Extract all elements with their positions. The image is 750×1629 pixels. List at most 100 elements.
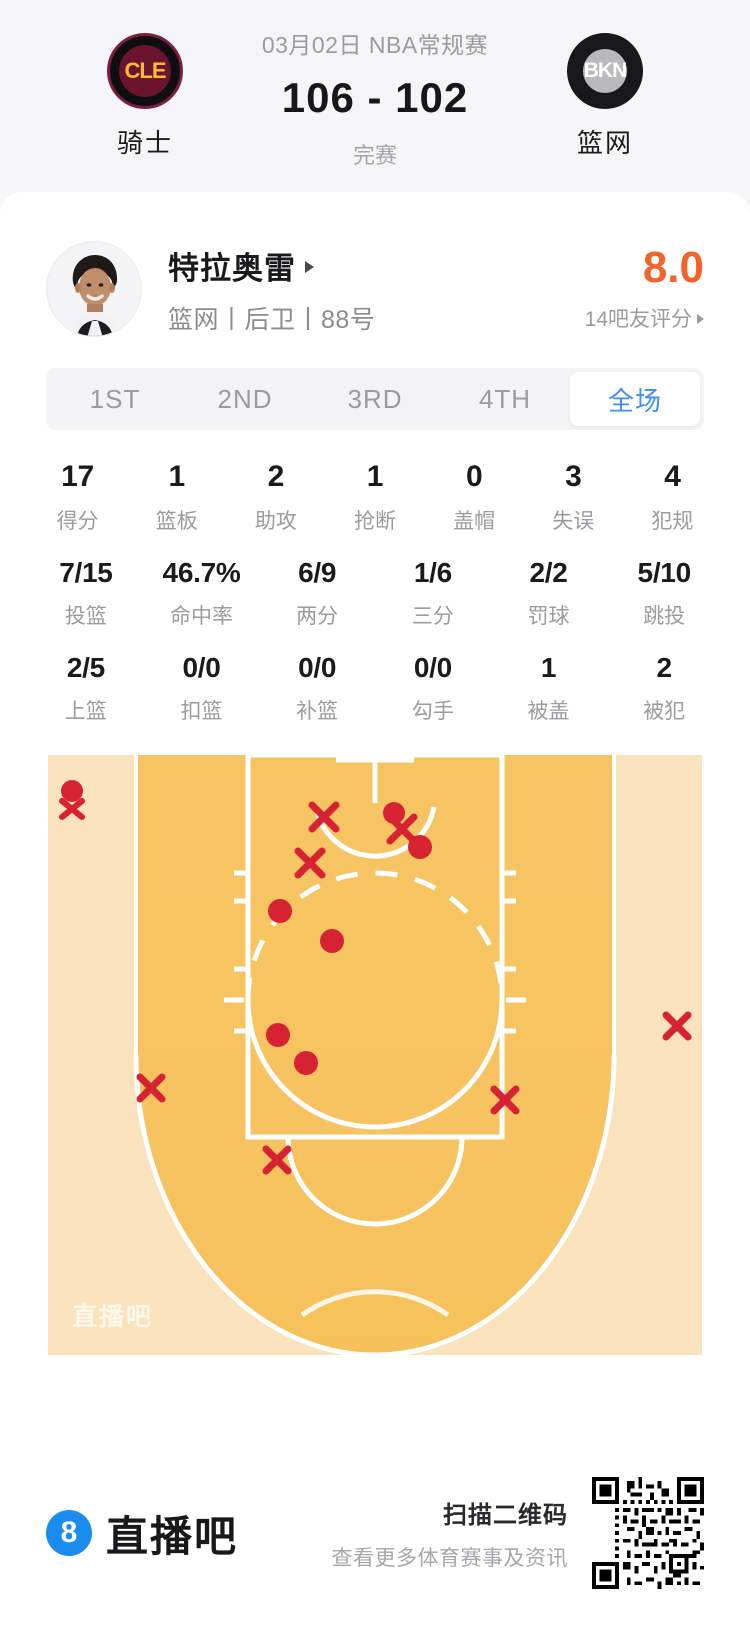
tab-4th[interactable]: 4TH <box>478 383 532 414</box>
stat-value: 1 <box>540 652 557 683</box>
stat-fouls-drawn: 2 被犯 <box>606 652 722 725</box>
chevron-right-icon <box>305 261 314 273</box>
stat-value: 2/2 <box>529 557 568 588</box>
player-header: 特拉奥雷 篮网丨后卫丨88号 8.0 14吧友评分 <box>0 192 750 344</box>
court-watermark: 直播吧 <box>72 1303 154 1331</box>
qr-section: 扫描二维码 查看更多体育赛事及资讯 <box>332 1477 704 1589</box>
stat-label: 失误 <box>552 510 595 533</box>
stat-label: 抢断 <box>353 510 396 533</box>
stat-label: 投篮 <box>64 605 107 628</box>
stat-value: 17 <box>61 460 94 493</box>
stat-assists: 2 助攻 <box>226 460 325 535</box>
stat-dunks: 0/0 扣篮 <box>144 652 260 725</box>
away-team-name: 篮网 <box>576 127 633 158</box>
player-meta: 篮网丨后卫丨88号 <box>168 305 376 334</box>
stat-label: 上篮 <box>64 700 107 723</box>
stat-value: 2/5 <box>66 652 105 683</box>
stat-putbacks: 0/0 补篮 <box>259 652 375 725</box>
tab-2nd[interactable]: 2ND <box>217 383 273 414</box>
stat-label: 补篮 <box>296 700 339 723</box>
stat-label: 助攻 <box>254 510 297 533</box>
stats-row-shooting: 7/15 投篮 46.7% 命中率 6/9 两分 1/6 三分 2/2 罚球 5… <box>0 557 750 630</box>
stat-label: 犯规 <box>651 510 694 533</box>
stat-value: 1 <box>366 460 384 493</box>
stat-label: 勾手 <box>411 700 454 723</box>
stat-value: 3 <box>565 460 582 493</box>
stat-shots-blocked: 1 被盖 <box>491 652 607 725</box>
brand-badge-icon: 8 <box>46 1510 92 1556</box>
stat-value: 0 <box>465 460 483 493</box>
tab-1st[interactable]: 1ST <box>89 383 141 414</box>
stat-value: 6/9 <box>298 557 337 588</box>
stat-label: 得分 <box>56 510 99 533</box>
stat-label: 命中率 <box>170 605 233 628</box>
rating-value: 8.0 <box>642 242 704 292</box>
stat-layups: 2/5 上篮 <box>28 652 144 725</box>
tab-3rd[interactable]: 3RD <box>347 383 403 414</box>
footer-bar: 8 直播吧 扫描二维码 查看更多体育赛事及资讯 <box>0 1437 750 1629</box>
stat-label: 扣篮 <box>180 700 223 723</box>
stat-hook-shots: 0/0 勾手 <box>375 652 491 725</box>
stat-value: 2 <box>656 652 673 683</box>
stat-value: 1/6 <box>413 557 452 588</box>
rating-block[interactable]: 8.0 14吧友评分 <box>585 242 704 333</box>
player-name-row[interactable]: 特拉奥雷 <box>168 243 585 288</box>
match-score: 106 - 102 <box>281 74 469 121</box>
rating-label: 14吧友评分 <box>584 307 692 331</box>
stat-turnovers: 3 失误 <box>524 460 623 535</box>
player-info: 特拉奥雷 篮网丨后卫丨88号 <box>168 243 585 336</box>
tab-full-game[interactable]: 全场 <box>570 372 700 426</box>
qr-code-icon[interactable] <box>592 1477 704 1589</box>
cavaliers-logo-icon: CLE <box>107 32 183 109</box>
player-name: 特拉奥雷 <box>168 250 296 286</box>
match-meta: 03月02日 NBA常规赛 <box>261 32 489 58</box>
stat-value: 0/0 <box>298 652 337 683</box>
stat-label: 罚球 <box>527 605 570 628</box>
stat-blocks: 0 盖帽 <box>425 460 524 535</box>
stats-row-basic: 17 得分 1 篮板 2 助攻 1 抢断 0 盖帽 3 失误 4 犯规 <box>0 460 750 535</box>
stat-two-pointers: 6/9 两分 <box>259 557 375 630</box>
stat-free-throws: 2/2 罚球 <box>491 557 607 630</box>
stat-label: 被盖 <box>527 700 570 723</box>
period-tabs[interactable]: 1ST 2ND 3RD 4TH 全场 <box>46 368 704 430</box>
scoreboard-header: CLE 骑士 03月02日 NBA常规赛 106 - 102 完赛 BKN 篮网 <box>0 0 750 192</box>
stat-jump-shots: 5/10 跳投 <box>606 557 722 630</box>
stat-field-goals: 7/15 投篮 <box>28 557 144 630</box>
away-team-logo-text: BKN <box>583 58 627 82</box>
stat-label: 两分 <box>296 605 339 628</box>
chevron-right-icon <box>697 313 704 324</box>
stat-value: 2 <box>267 460 285 493</box>
stat-label: 三分 <box>411 605 454 628</box>
stat-label: 被犯 <box>643 700 686 723</box>
stat-label: 篮板 <box>155 510 198 533</box>
home-team-logo-text: CLE <box>124 57 167 83</box>
stat-steals: 1 抢断 <box>325 460 424 535</box>
qr-title: 扫描二维码 <box>443 1501 568 1529</box>
stat-fouls: 4 犯规 <box>623 460 722 535</box>
qr-labels: 扫描二维码 查看更多体育赛事及资讯 <box>332 1495 569 1572</box>
stat-value: 0/0 <box>413 652 452 683</box>
stat-fg-percent: 46.7% 命中率 <box>144 557 260 630</box>
avatar[interactable] <box>46 241 142 337</box>
stat-rebounds: 1 篮板 <box>127 460 226 535</box>
brand-text: 直播吧 <box>106 1512 239 1560</box>
nets-logo-icon: BKN <box>567 32 643 109</box>
home-team-name: 骑士 <box>116 127 173 158</box>
stat-value: 0/0 <box>182 652 221 683</box>
stat-value: 1 <box>168 460 186 493</box>
score-summary: 03月02日 NBA常规赛 106 - 102 完赛 <box>220 22 530 170</box>
player-stats-card: 特拉奥雷 篮网丨后卫丨88号 8.0 14吧友评分 1ST 2ND 3RD 4T… <box>0 192 750 1629</box>
away-team[interactable]: BKN 篮网 <box>530 32 680 160</box>
brand-logo[interactable]: 8 直播吧 <box>46 1503 238 1564</box>
stat-three-pointers: 1/6 三分 <box>375 557 491 630</box>
stat-value: 7/15 <box>59 557 113 588</box>
match-status: 完赛 <box>352 143 397 168</box>
home-team[interactable]: CLE 骑士 <box>70 32 220 160</box>
stats-row-shot-types: 2/5 上篮 0/0 扣篮 0/0 补篮 0/0 勾手 1 被盖 2 被犯 <box>0 652 750 725</box>
stat-points: 17 得分 <box>28 460 127 535</box>
stat-value: 4 <box>664 460 681 493</box>
shot-chart-court[interactable]: 直播吧 <box>48 755 702 1355</box>
stat-value: 5/10 <box>637 557 692 588</box>
shot-markers <box>59 780 692 1175</box>
rating-label-row[interactable]: 14吧友评分 <box>585 303 704 333</box>
